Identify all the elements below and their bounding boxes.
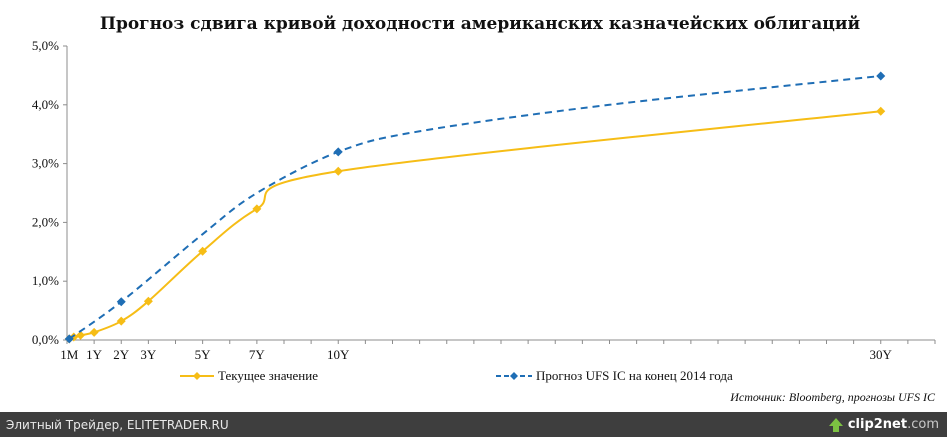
data-point-forecast: [116, 297, 126, 307]
x-tick-label: 7Y: [249, 347, 266, 362]
legend-label-forecast: Прогноз UFS IC на конец 2014 года: [536, 368, 733, 383]
legend-swatch-forecast: [496, 372, 532, 380]
chart-area: Прогноз сдвига кривой доходности америка…: [0, 14, 947, 404]
y-tick-label: 0,0%: [32, 332, 59, 347]
y-tick-label: 3,0%: [32, 156, 59, 171]
y-tick-label: 2,0%: [32, 214, 59, 229]
data-point-forecast: [64, 334, 74, 344]
brand-main: clip2net: [847, 417, 908, 432]
x-tick-label: 1M: [60, 347, 79, 362]
x-tick-label: 30Y: [870, 347, 893, 362]
data-point-current: [198, 246, 208, 256]
y-tick-label: 5,0%: [32, 38, 59, 53]
x-tick-label: 2Y: [113, 347, 130, 362]
legend-item-current: Текущее значение: [180, 368, 318, 384]
data-point-current: [89, 327, 99, 337]
data-point-current: [252, 204, 262, 214]
legend-swatch-current: [180, 372, 214, 380]
data-point-forecast: [876, 71, 886, 81]
data-point-current: [876, 106, 886, 116]
data-point-forecast: [333, 147, 343, 157]
series-line-current: [68, 110, 881, 340]
x-tick-label: 5Y: [195, 347, 212, 362]
chart-svg: 0,0% 1,0% 2,0% 3,0% 4,0% 5,0% 1M 1Y 2Y 3Y 5Y 7Y 10Y 3…: [32, 38, 936, 362]
clip2net-brand[interactable]: clip2net .com: [828, 417, 947, 433]
data-point-current: [333, 166, 343, 176]
data-point-current: [76, 330, 86, 340]
data-point-current: [116, 316, 126, 326]
source-note: Источник: Bloomberg, прогнозы UFS IC: [730, 390, 935, 404]
clip2net-logo-icon: [828, 417, 843, 432]
x-tick-label: 1Y: [86, 347, 103, 362]
series-line-forecast: [68, 74, 881, 340]
legend-label-current: Текущее значение: [218, 368, 318, 383]
chart-title: Прогноз сдвига кривой доходности америка…: [99, 14, 861, 34]
brand-suffix: .com: [907, 417, 939, 432]
x-tick-label: 10Y: [327, 347, 350, 362]
y-tick-label: 1,0%: [32, 273, 59, 288]
data-point-current: [143, 296, 153, 306]
footer-bar: Элитный Трейдер, ELITETRADER.RU clip2net…: [0, 412, 947, 437]
legend-item-forecast: Прогноз UFS IC на конец 2014 года: [496, 368, 733, 384]
site-credit: Элитный Трейдер, ELITETRADER.RU: [6, 417, 229, 432]
x-tick-label: 3Y: [140, 347, 157, 362]
legend: Текущее значение Прогноз UFS IC на конец…: [0, 368, 947, 388]
y-tick-label: 4,0%: [32, 97, 59, 112]
